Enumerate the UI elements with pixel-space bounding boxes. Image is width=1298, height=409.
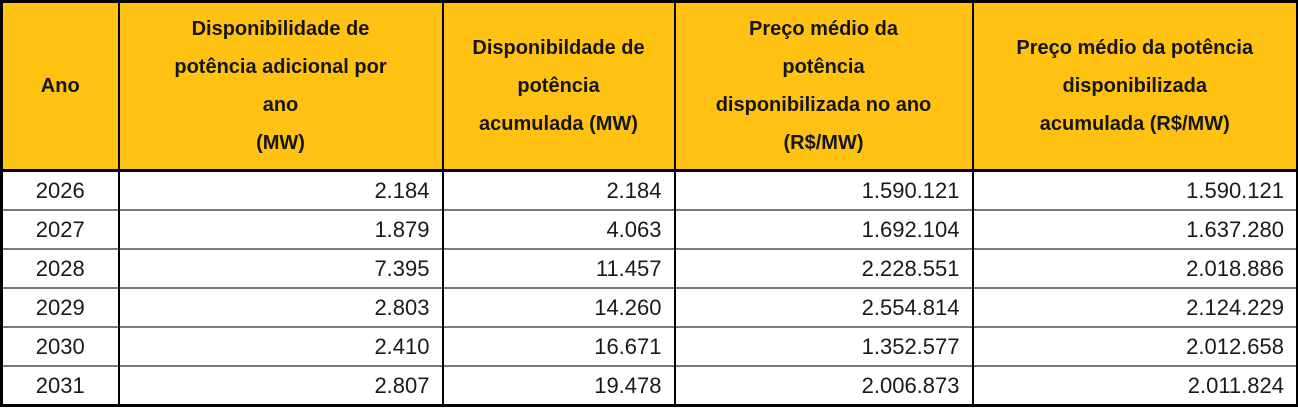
cell-preco-ano: 1.352.577 (673, 326, 973, 366)
cell-preco-ano: 1.590.121 (673, 170, 973, 210)
cell-adicional-mw: 2.803 (117, 287, 443, 327)
cell-ano: 2031 (1, 365, 119, 406)
table-row-2028: 2028 7.395 11.457 2.228.551 2.018.886 (1, 248, 1298, 288)
cell-acumulada-mw: 2.184 (441, 170, 675, 210)
column-header-preco-medio-acumulada: Preço médio da potência disponibilizada … (971, 1, 1298, 172)
table-row-2029: 2029 2.803 14.260 2.554.814 2.124.229 (1, 287, 1298, 327)
cell-ano: 2030 (1, 326, 119, 366)
header-row: Ano Disponibilidade de potência adiciona… (1, 1, 1298, 172)
table-row-2030: 2030 2.410 16.671 1.352.577 2.012.658 (1, 326, 1298, 366)
cell-adicional-mw: 2.184 (117, 170, 443, 210)
table-row-2031: 2031 2.807 19.478 2.006.873 2.011.824 (1, 365, 1298, 406)
cell-preco-acumulada: 2.012.658 (971, 326, 1298, 366)
cell-adicional-mw: 2.807 (117, 365, 443, 406)
cell-preco-acumulada: 2.124.229 (971, 287, 1298, 327)
column-header-disponibilidade-acumulada: Disponibildade de potência acumulada (MW… (441, 1, 675, 172)
cell-adicional-mw: 1.879 (117, 209, 443, 249)
cell-preco-acumulada: 1.637.280 (971, 209, 1298, 249)
cell-acumulada-mw: 11.457 (441, 248, 675, 288)
cell-acumulada-mw: 4.063 (441, 209, 675, 249)
cell-adicional-mw: 7.395 (117, 248, 443, 288)
column-header-disponibilidade-adicional: Disponibilidade de potência adicional po… (117, 1, 443, 172)
cell-preco-ano: 2.554.814 (673, 287, 973, 327)
cell-acumulada-mw: 14.260 (441, 287, 675, 327)
cell-preco-ano: 2.228.551 (673, 248, 973, 288)
cell-preco-acumulada: 2.011.824 (971, 365, 1298, 406)
table-row-2026: 2026 2.184 2.184 1.590.121 1.590.121 (1, 170, 1298, 210)
column-header-ano: Ano (1, 1, 119, 172)
column-header-preco-medio-ano: Preço médio da potência disponibilizada … (673, 1, 973, 172)
cell-acumulada-mw: 16.671 (441, 326, 675, 366)
table-header: Ano Disponibilidade de potência adiciona… (1, 1, 1298, 172)
cell-adicional-mw: 2.410 (117, 326, 443, 366)
cell-preco-ano: 1.692.104 (673, 209, 973, 249)
cell-acumulada-mw: 19.478 (441, 365, 675, 406)
cell-ano: 2028 (1, 248, 119, 288)
table-row-2027: 2027 1.879 4.063 1.692.104 1.637.280 (1, 209, 1298, 249)
cell-preco-acumulada: 2.018.886 (971, 248, 1298, 288)
cell-ano: 2026 (1, 170, 119, 210)
cell-preco-ano: 2.006.873 (673, 365, 973, 406)
cell-ano: 2027 (1, 209, 119, 249)
table-body: 2026 2.184 2.184 1.590.121 1.590.121 202… (1, 170, 1298, 406)
cell-preco-acumulada: 1.590.121 (971, 170, 1298, 210)
cell-ano: 2029 (1, 287, 119, 327)
